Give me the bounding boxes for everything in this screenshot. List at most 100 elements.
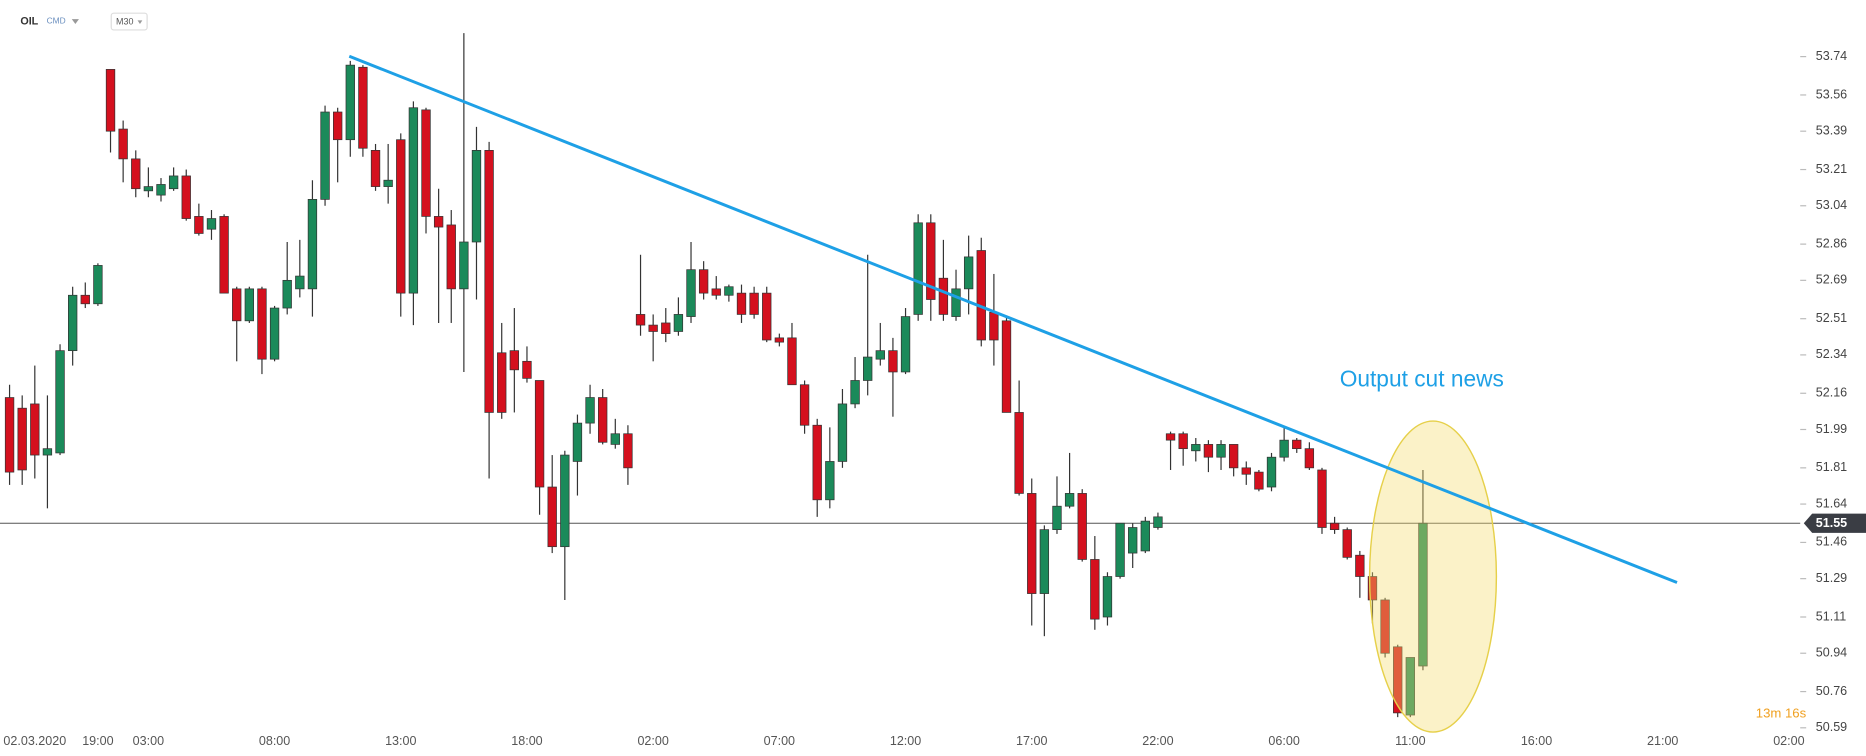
y-tick-label: 53.39 <box>1816 124 1847 138</box>
candle-body <box>93 265 103 305</box>
candle-body <box>598 397 608 443</box>
candle-body <box>42 448 53 456</box>
candle-body <box>673 314 684 332</box>
candle-body <box>1418 522 1428 667</box>
candle-body <box>295 275 305 290</box>
y-tick-label: 50.76 <box>1816 684 1847 698</box>
x-tick-label: 19:00 <box>82 734 113 748</box>
candle-body <box>206 218 217 230</box>
candle-body <box>850 380 860 405</box>
candle-body <box>497 352 507 413</box>
price-label: 51.55 <box>1803 513 1866 533</box>
candle-body <box>938 277 949 315</box>
candle-body <box>345 64 355 141</box>
candle-body <box>459 241 469 290</box>
candle-body <box>522 360 532 379</box>
candle-body <box>1077 493 1087 560</box>
candle-body <box>1228 444 1239 469</box>
candle-body <box>143 186 154 192</box>
candle-body <box>181 175 191 219</box>
candle-body <box>257 288 267 360</box>
candle-body <box>787 337 797 386</box>
annotation: Output cut news <box>1340 365 1504 391</box>
y-tick-label: 52.34 <box>1816 347 1847 361</box>
candle-body <box>837 403 848 462</box>
x-tick-label: 16:00 <box>1521 734 1552 748</box>
y-tick-label: 51.11 <box>1816 609 1846 623</box>
candle-body <box>1380 599 1390 654</box>
x-tick-label: 02:00 <box>637 734 668 748</box>
x-tick-label: 13:00 <box>385 734 416 748</box>
candle-body <box>396 139 406 294</box>
candle-body <box>1153 516 1163 528</box>
candle-body <box>1317 469 1327 528</box>
symbol[interactable]: OIL <box>20 15 38 27</box>
candle-body <box>55 350 65 454</box>
candle-body <box>333 111 343 141</box>
candle-body <box>926 222 936 300</box>
candle-body <box>118 128 128 160</box>
candle-body <box>951 288 961 317</box>
countdown: 13m 16s <box>1756 706 1807 721</box>
candle-body <box>307 199 318 290</box>
dropdown-arrow[interactable] <box>71 19 79 24</box>
candle-body <box>1165 433 1176 441</box>
candle-body <box>989 311 999 341</box>
candle-body <box>1140 520 1150 552</box>
y-tick-label: 52.16 <box>1816 386 1847 400</box>
candle-body <box>1115 522 1125 577</box>
x-tick-label: 06:00 <box>1268 734 1299 748</box>
candle-body <box>812 424 822 501</box>
candle-body <box>1405 657 1415 716</box>
candle-body <box>446 224 456 290</box>
candles <box>4 33 1428 718</box>
candle-body <box>156 184 166 196</box>
candle-body <box>1329 522 1340 530</box>
candle-body <box>825 461 835 501</box>
y-tick-label: 53.56 <box>1816 87 1847 101</box>
y-tick-label: 52.86 <box>1816 236 1847 250</box>
candle-body <box>1254 471 1264 490</box>
x-tick-label: 12:00 <box>890 734 921 748</box>
interval-arrow <box>137 20 143 24</box>
x-tick-label: 21:00 <box>1647 734 1678 748</box>
price-label-box <box>1803 513 1866 533</box>
y-tick-label: 53.21 <box>1816 162 1847 176</box>
y-tick-label: 52.69 <box>1816 273 1847 287</box>
interval-box[interactable] <box>110 12 148 31</box>
candle-body <box>17 407 27 471</box>
interval[interactable]: M30 <box>116 17 133 27</box>
candle-body <box>799 384 810 426</box>
candle-body <box>610 433 620 445</box>
candle-body <box>661 322 671 334</box>
candle-body <box>1241 467 1251 475</box>
candle-body <box>1001 320 1012 413</box>
candle-body <box>547 486 557 548</box>
candle-body <box>1304 448 1315 469</box>
candle-body <box>774 337 785 343</box>
candle-body <box>168 175 179 190</box>
y-tick-label: 53.04 <box>1816 198 1847 212</box>
candle-body <box>320 111 330 200</box>
market: CMD <box>47 16 66 26</box>
candle-body <box>1367 576 1378 601</box>
price-label-text: 51.55 <box>1816 516 1847 530</box>
x-tick-label: 02.03.2020 <box>3 734 66 748</box>
candle-body <box>900 316 911 373</box>
y-tick-label: 51.64 <box>1816 496 1847 510</box>
candle-body <box>4 397 15 473</box>
trendline <box>348 54 1678 584</box>
candle-body <box>736 292 747 315</box>
candle-body <box>1102 576 1113 618</box>
y-tick-label: 50.59 <box>1816 720 1847 734</box>
y-tick-label: 51.99 <box>1816 422 1847 436</box>
candle-body <box>572 422 583 462</box>
candle-body <box>484 150 494 413</box>
candle-body <box>698 269 709 294</box>
candle-body <box>1292 439 1302 450</box>
candle-body <box>1027 493 1037 594</box>
x-tick-label: 11:00 <box>1395 734 1425 748</box>
candle-body <box>762 292 772 341</box>
